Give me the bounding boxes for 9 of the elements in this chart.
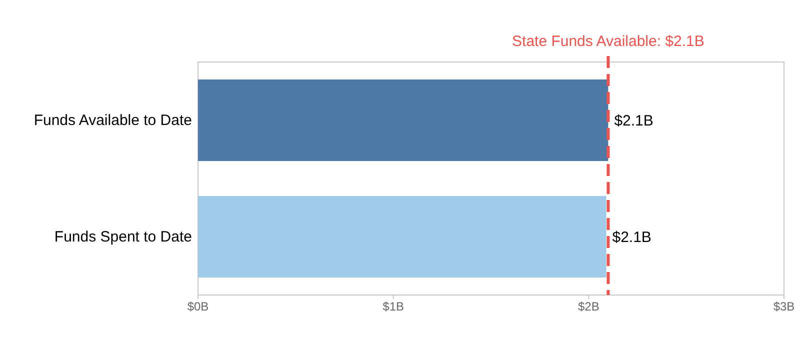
x-tick-label: $1B [382,300,404,314]
x-tick-label: $2B [578,300,600,314]
x-tick-label: $0B [187,300,209,314]
y-tick-label: Funds Spent to Date [54,228,192,246]
ref-line-label: State Funds Available: $2.1B [512,33,704,50]
data-label: $2.1B [612,229,652,246]
data-label: $2.1B [614,112,654,130]
y-tick-label: Funds Available to Date [34,112,192,130]
x-tick-label: $3B [773,300,795,314]
